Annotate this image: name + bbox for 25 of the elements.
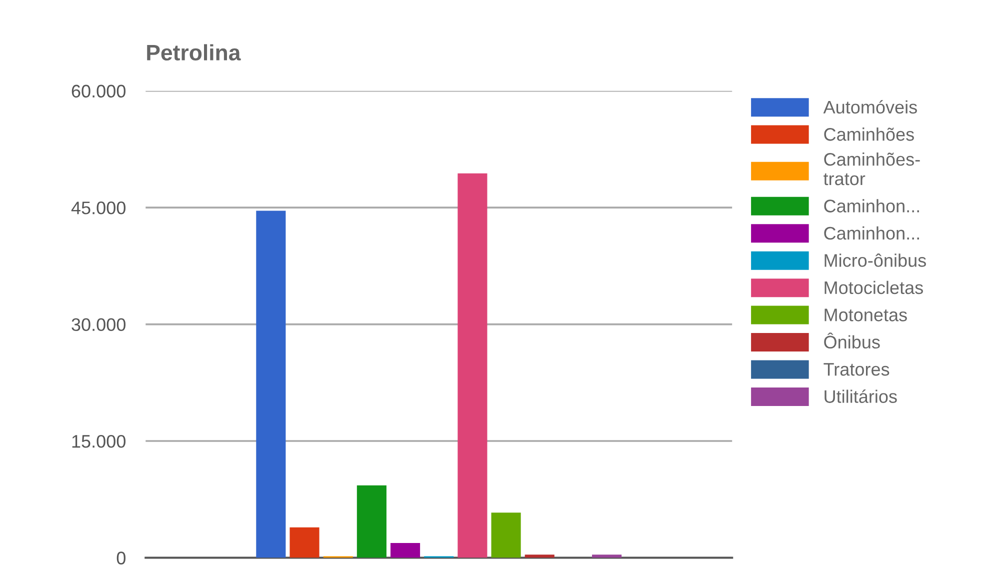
legend-label: Automóveis [823,100,917,114]
legend-label: Micro-ônibus [824,254,926,267]
legend-label: Caminhões [824,128,914,141]
bar [356,485,386,558]
legend-label: Caminhões- trator [824,152,920,186]
y-tick-label: 60.000 [72,84,126,98]
legend-label: Motocicletas [824,280,923,294]
chart-title: Petrolina [147,44,241,61]
legend-label: Ônibus [824,332,880,349]
bar [390,542,420,558]
legend-label: Tratores [824,363,890,376]
y-tick-label: 45.000 [71,202,126,214]
bar [491,512,521,558]
legend-label: Caminhon... [824,226,919,240]
y-tick-label: 30.000 [72,318,126,332]
bar [592,554,622,558]
legend-label: Motonetas [824,308,907,322]
bar [458,173,488,558]
legend-label: Caminhon... [824,199,919,212]
bar [524,554,554,558]
legend-label: Utilitários [824,389,897,403]
y-tick-label: 0 [116,552,126,564]
bar [256,210,286,558]
bar [290,527,320,558]
y-tick-label: 15.000 [72,434,126,448]
